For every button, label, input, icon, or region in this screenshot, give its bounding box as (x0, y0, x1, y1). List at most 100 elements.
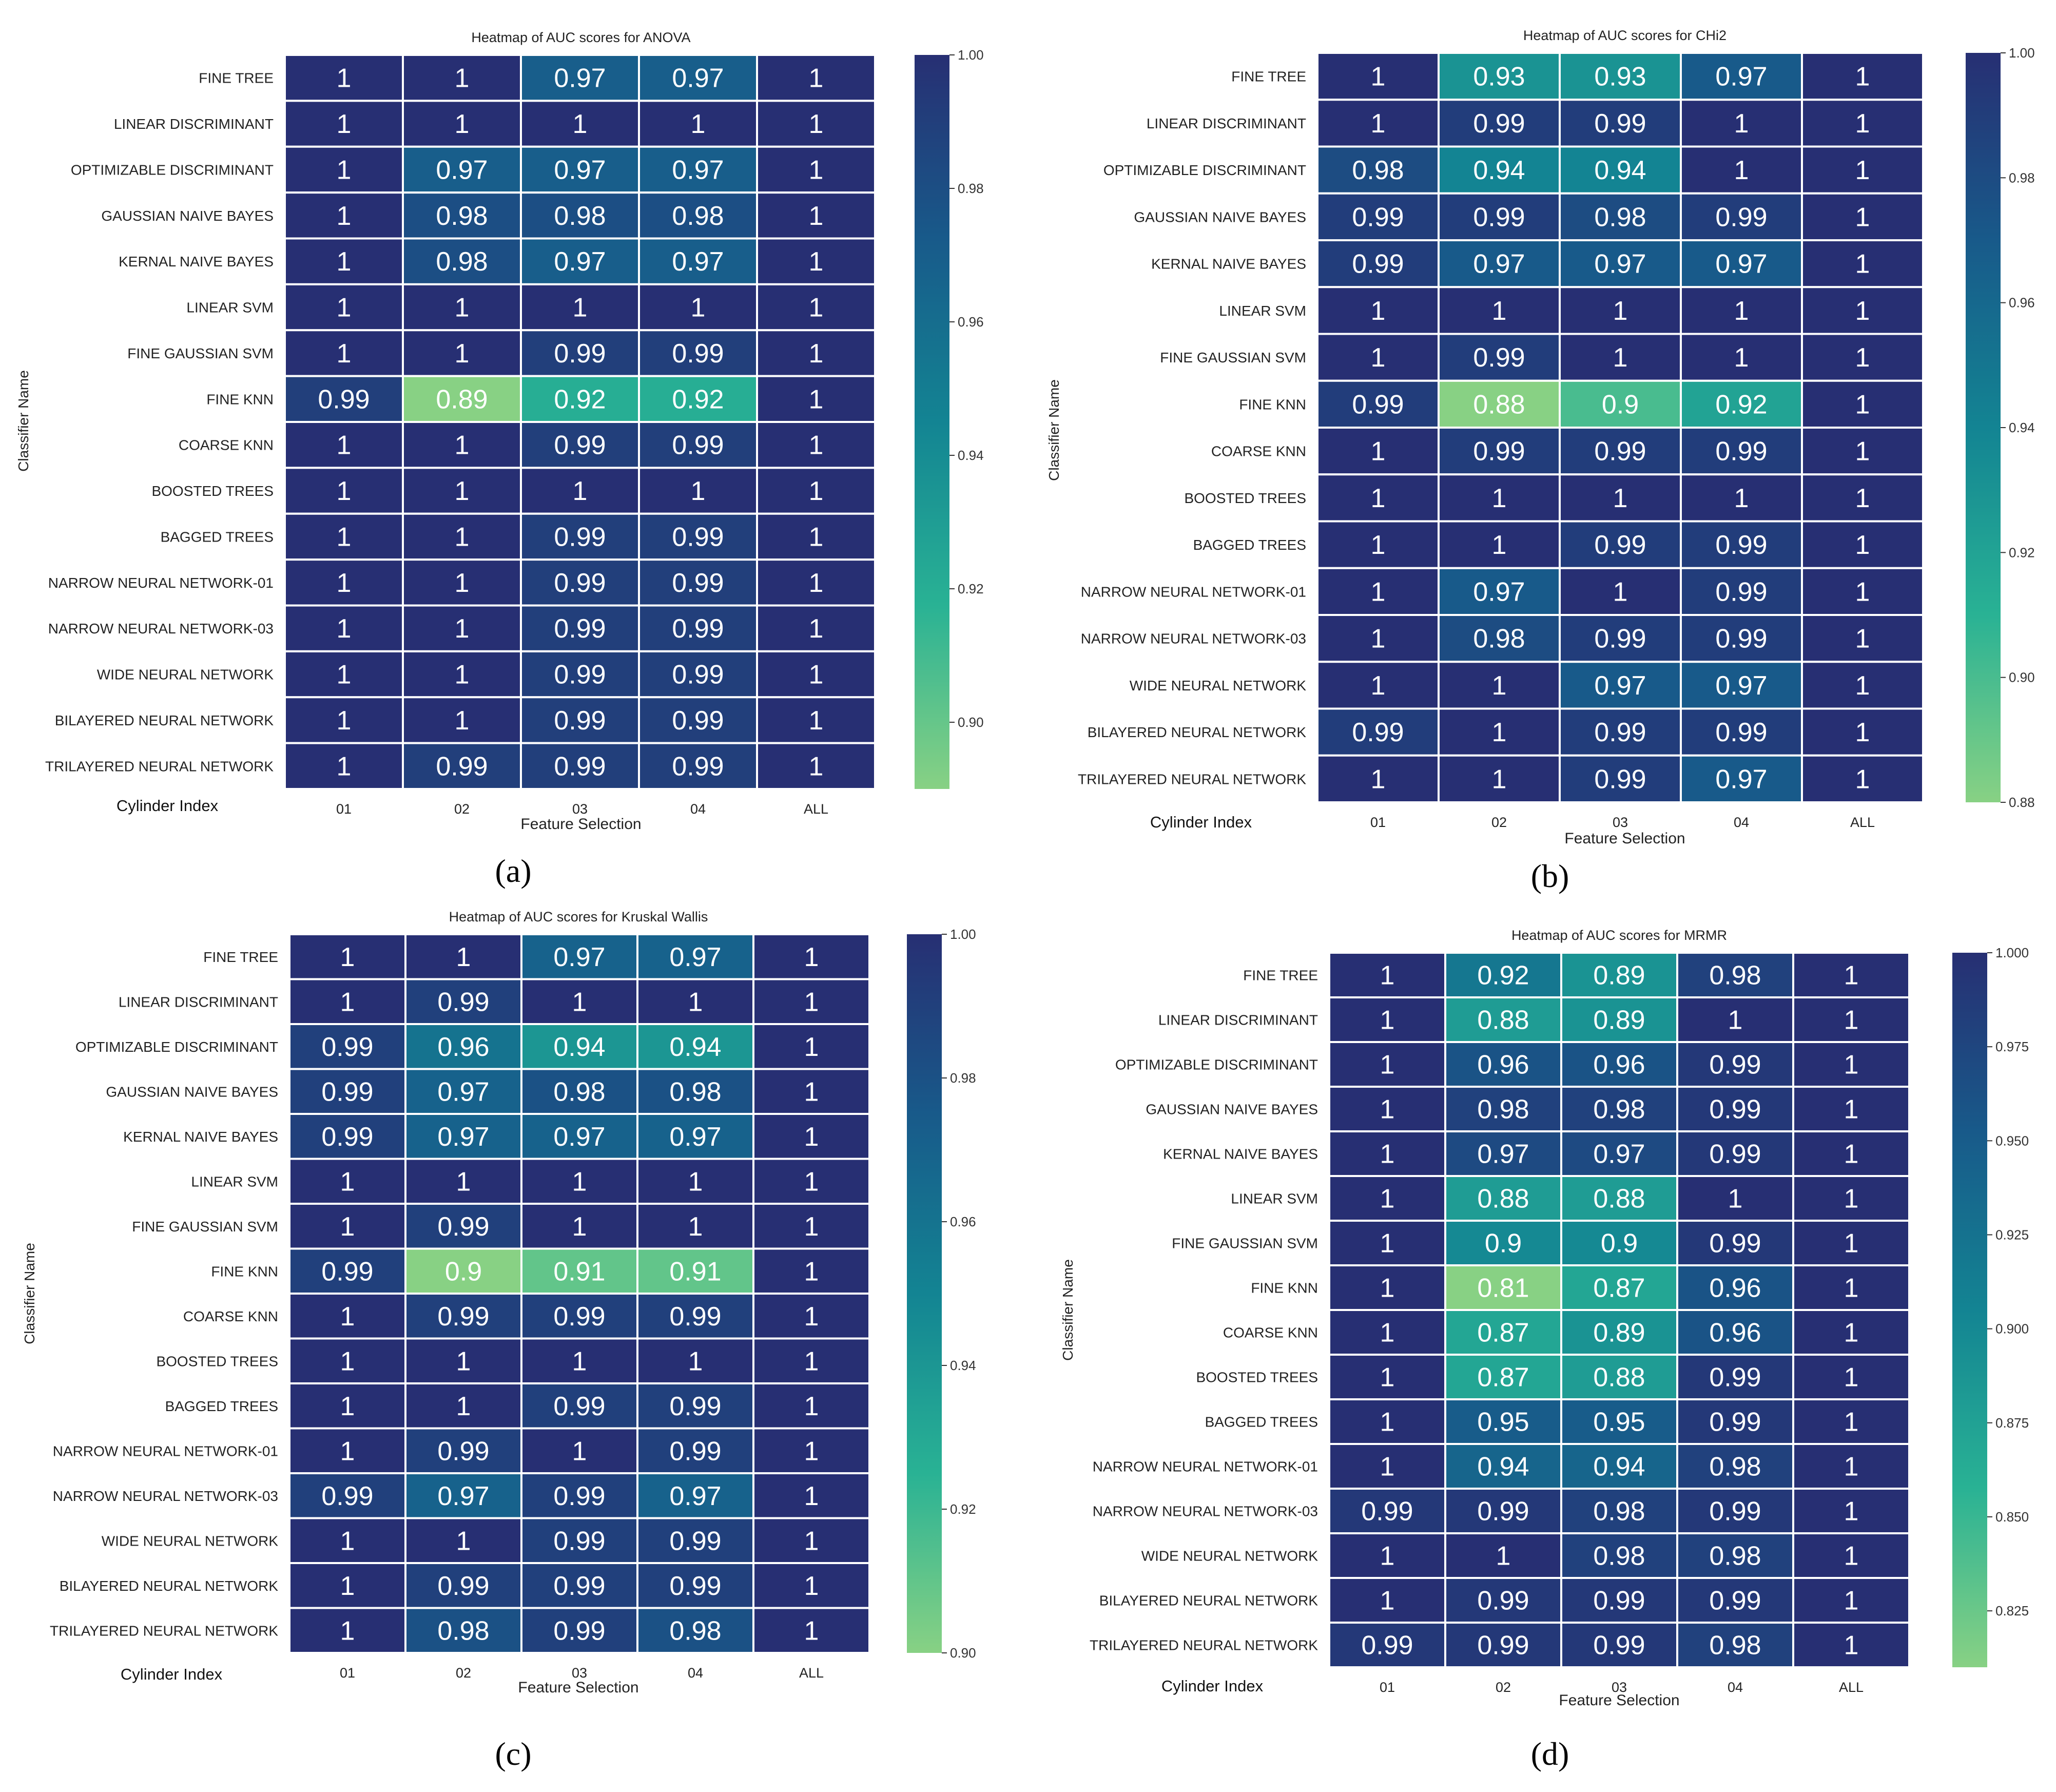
cell-value-label: 0.98 (1594, 202, 1646, 232)
cell-value-label: 1 (1380, 1229, 1395, 1259)
cell-value-label: 0.99 (672, 706, 724, 736)
cell-value-label: 0.99 (321, 1481, 373, 1511)
cell-value-label: 0.98 (1593, 1497, 1645, 1527)
heatmap-cell (404, 1472, 522, 1519)
colorbar-tick-label: 0.96 (958, 314, 984, 330)
cell-value-label: 1 (1734, 343, 1749, 373)
cell-value-label: 0.99 (318, 384, 370, 414)
heatmap-cell (1676, 1086, 1794, 1132)
cell-value-label: 1 (340, 1212, 355, 1242)
cell-value-label: 0.99 (1594, 718, 1646, 747)
cell-value-label: 1 (1380, 1363, 1395, 1393)
cell-value-label: 1 (573, 109, 588, 139)
row-label: GAUSSIAN NAIVE BAYES (101, 208, 274, 224)
colorbar (1952, 953, 1987, 1667)
cell-value-label: 1 (1371, 764, 1386, 794)
cell-value-label: 1 (1380, 1586, 1395, 1616)
cell-value-label: 0.99 (672, 339, 724, 369)
cell-value-label: 0.99 (437, 1571, 489, 1601)
row-label: NARROW NEURAL NETWORK-03 (1081, 631, 1306, 647)
heatmap-cell (752, 1247, 870, 1295)
cell-value-label: 1 (804, 942, 819, 972)
heatmap-cell (636, 1517, 754, 1564)
cell-value-label: 1 (1380, 1318, 1395, 1348)
cell-value-label: 1 (1855, 202, 1870, 232)
cell-value-label: 0.97 (554, 64, 606, 93)
cell-value-label: 0.97 (437, 1481, 489, 1511)
cell-value-label: 1 (456, 1346, 471, 1376)
cell-value-label: 1 (1728, 1184, 1743, 1214)
column-tick-label: 04 (688, 1665, 703, 1681)
cell-value-label: 0.99 (1709, 1095, 1761, 1125)
row-label: BOOSTED TREES (151, 483, 274, 499)
heatmap-cell (1801, 520, 1924, 569)
heatmap-cell (520, 467, 640, 515)
cell-value-label: 0.99 (437, 987, 489, 1017)
heatmap-cell (288, 1068, 406, 1115)
heatmap-cell (1444, 1309, 1562, 1356)
cell-value-label: 0.99 (1594, 764, 1646, 794)
cell-value-label: 1 (1844, 1631, 1859, 1661)
colorbar-tick-label: 0.98 (958, 181, 984, 196)
cell-value-label: 0.99 (1709, 1497, 1761, 1527)
heatmap-cell (1328, 1443, 1446, 1490)
row-label: NARROW NEURAL NETWORK-01 (1081, 584, 1306, 600)
column-tick-label: 04 (690, 801, 706, 817)
cell-value-label: 0.98 (1709, 1452, 1761, 1482)
cell-value-label: 1 (1380, 1408, 1395, 1437)
colorbar-tick-label: 0.90 (958, 715, 984, 730)
cell-value-label: 0.99 (669, 1392, 721, 1421)
cell-value-label: 0.99 (669, 1436, 721, 1466)
heatmap-cell (520, 1337, 638, 1384)
cell-value-label: 1 (809, 522, 824, 552)
row-label: NARROW NEURAL NETWORK-03 (53, 1488, 278, 1504)
cell-value-label: 0.98 (436, 201, 488, 231)
cell-value-label: 1 (337, 201, 352, 231)
cell-value-label: 0.97 (1715, 249, 1767, 279)
heatmap-cell (520, 1427, 638, 1474)
row-label: KERNAL NAIVE BAYES (119, 254, 274, 269)
cell-value-label: 1 (1734, 109, 1749, 139)
cell-value-label: 0.99 (1352, 390, 1404, 419)
panel-caption: (b) (1531, 858, 1569, 894)
heatmap-cell (752, 1607, 870, 1654)
heatmap-cell (288, 1427, 406, 1474)
colorbar-tick-label: 0.92 (950, 1501, 976, 1517)
row-label: LINEAR DISCRIMINANT (114, 116, 274, 132)
cell-value-label: 0.97 (1477, 1140, 1529, 1169)
cell-value-label: 1 (804, 1616, 819, 1646)
cell-value-label: 1 (809, 155, 824, 185)
cell-value-label: 0.99 (1715, 202, 1767, 232)
heatmap-cell (752, 1293, 870, 1340)
column-tick-label: 01 (336, 801, 352, 817)
row-label: LINEAR DISCRIMINANT (1158, 1012, 1318, 1028)
cell-value-label: 0.98 (1709, 961, 1761, 991)
cell-value-label: 1 (1855, 390, 1870, 419)
heatmap-cell (284, 742, 404, 790)
panel-caption: (a) (495, 853, 531, 889)
cell-value-label: 1 (1492, 484, 1507, 513)
heatmap-cell (752, 1382, 870, 1430)
cell-value-label: 0.97 (1715, 764, 1767, 794)
cell-value-label: 0.99 (554, 660, 606, 690)
cell-value-label: 0.96 (1477, 1050, 1529, 1080)
cell-value-label: 0.99 (1352, 202, 1404, 232)
cell-value-label: 1 (1855, 484, 1870, 513)
heatmap-cell (1559, 427, 1682, 476)
cell-value-label: 1 (1380, 1140, 1395, 1169)
cell-value-label: 0.99 (1593, 1631, 1645, 1661)
cell-value-label: 1 (572, 987, 587, 1017)
heatmap-cell (1792, 996, 1910, 1043)
cell-value-label: 1 (1855, 62, 1870, 92)
corner-label: Cylinder Index (117, 797, 219, 815)
colorbar-tick-label: 0.92 (2009, 545, 2035, 560)
cell-value-label: 1 (1728, 1006, 1743, 1035)
heatmap-cell (1680, 661, 1803, 710)
heatmap-cell (1316, 520, 1440, 569)
cell-value-label: 1 (809, 431, 824, 460)
row-label: GAUSSIAN NAIVE BAYES (106, 1084, 278, 1100)
cell-value-label: 0.99 (554, 431, 606, 460)
cell-value-label: 1 (455, 64, 470, 93)
heatmap-cell (1559, 520, 1682, 569)
cell-value-label: 0.9 (1485, 1229, 1522, 1259)
